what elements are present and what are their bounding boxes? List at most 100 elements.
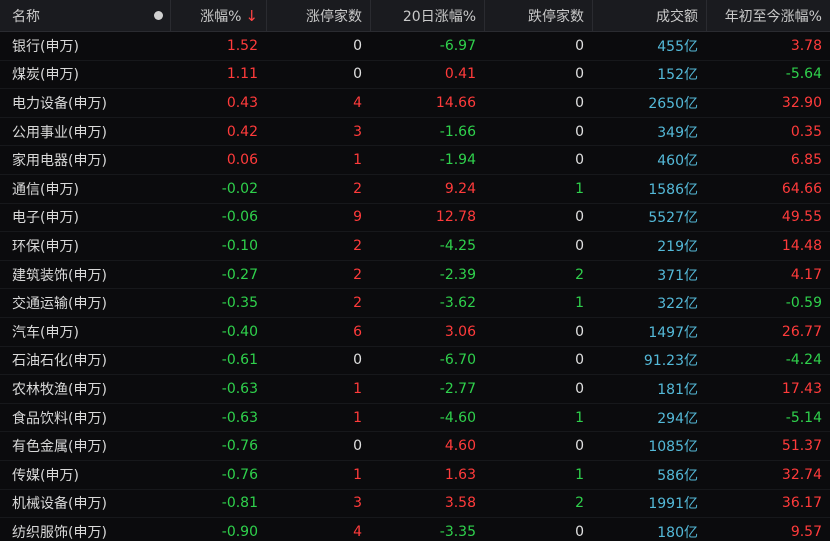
ytd-change: -4.24 [785, 352, 822, 369]
ytd-change: 32.90 [781, 94, 822, 111]
table-row[interactable]: 纺织服饰(申万) -0.90 4 -3.35 0 180亿 9.57 [0, 518, 830, 541]
limit-down-count: 0 [575, 237, 584, 254]
change-pct: -0.27 [221, 266, 258, 283]
table-row[interactable]: 家用电器(申万) 0.06 1 -1.94 0 460亿 6.85 [0, 146, 830, 175]
table-row[interactable]: 通信(申万) -0.02 2 9.24 1 1586亿 64.66 [0, 175, 830, 204]
change-20d: -6.97 [439, 37, 476, 54]
table-row[interactable]: 环保(申万) -0.10 2 -4.25 0 219亿 14.48 [0, 232, 830, 261]
industry-name: 机械设备(申万) [12, 496, 107, 513]
table-row[interactable]: 建筑装饰(申万) -0.27 2 -2.39 2 371亿 4.17 [0, 261, 830, 290]
limit-up-count: 1 [353, 152, 362, 169]
ytd-change: 36.17 [781, 495, 822, 512]
ytd-change: 51.37 [781, 438, 822, 455]
limit-down-count: 0 [575, 152, 584, 169]
limit-up-count: 1 [353, 466, 362, 483]
column-header-limit-up[interactable]: 涨停家数 [266, 0, 370, 31]
volume: 180亿 [657, 524, 698, 541]
change-pct: -0.35 [221, 295, 258, 312]
column-header-change-pct[interactable]: 涨幅% ↓ [170, 0, 266, 31]
industry-name: 环保(申万) [12, 238, 79, 255]
table-row[interactable]: 传媒(申万) -0.76 1 1.63 1 586亿 32.74 [0, 461, 830, 490]
change-pct: 0.06 [226, 152, 258, 169]
column-header-volume[interactable]: 成交额 [592, 0, 706, 31]
limit-down-count: 0 [575, 94, 584, 111]
industry-name: 食品饮料(申万) [12, 410, 107, 427]
table-row[interactable]: 石油石化(申万) -0.61 0 -6.70 0 91.23亿 -4.24 [0, 347, 830, 376]
column-header-name[interactable]: 名称 [12, 8, 40, 25]
ytd-change: 49.55 [781, 209, 822, 226]
volume: 586亿 [657, 467, 698, 484]
volume: 455亿 [657, 38, 698, 55]
industry-name: 交通运输(申万) [12, 296, 107, 313]
ytd-change: 14.48 [781, 237, 822, 254]
industry-name: 电力设备(申万) [12, 95, 107, 112]
table-row[interactable]: 电子(申万) -0.06 9 12.78 0 5527亿 49.55 [0, 204, 830, 233]
limit-down-count: 1 [575, 180, 584, 197]
change-pct: -0.76 [221, 438, 258, 455]
column-header-dot[interactable] [146, 0, 170, 31]
limit-up-count: 0 [353, 438, 362, 455]
table-row[interactable]: 农林牧渔(申万) -0.63 1 -2.77 0 181亿 17.43 [0, 375, 830, 404]
limit-up-count: 0 [353, 352, 362, 369]
dot-icon [153, 11, 163, 20]
table-row[interactable]: 有色金属(申万) -0.76 0 4.60 0 1085亿 51.37 [0, 432, 830, 461]
limit-down-count: 0 [575, 438, 584, 455]
industry-name: 建筑装饰(申万) [12, 267, 107, 284]
volume: 322亿 [657, 296, 698, 313]
change-pct: -0.06 [221, 209, 258, 226]
limit-up-count: 4 [353, 523, 362, 540]
table-row[interactable]: 汽车(申万) -0.40 6 3.06 0 1497亿 26.77 [0, 318, 830, 347]
limit-up-count: 1 [353, 380, 362, 397]
limit-down-count: 2 [575, 495, 584, 512]
limit-down-count: 2 [575, 266, 584, 283]
table-row[interactable]: 交通运输(申万) -0.35 2 -3.62 1 322亿 -0.59 [0, 289, 830, 318]
table-row[interactable]: 银行(申万) 1.52 0 -6.97 0 455亿 3.78 [0, 32, 830, 61]
limit-up-count: 0 [353, 66, 362, 83]
industry-name: 汽车(申万) [12, 324, 79, 341]
ytd-change: 64.66 [781, 180, 822, 197]
change-20d: 3.58 [444, 495, 476, 512]
change-pct: -0.40 [221, 323, 258, 340]
limit-up-count: 3 [353, 123, 362, 140]
ytd-change: 9.57 [790, 523, 822, 540]
table-row[interactable]: 食品饮料(申万) -0.63 1 -4.60 1 294亿 -5.14 [0, 404, 830, 433]
table-row[interactable]: 公用事业(申万) 0.42 3 -1.66 0 349亿 0.35 [0, 118, 830, 147]
limit-down-count: 0 [575, 66, 584, 83]
limit-up-count: 4 [353, 94, 362, 111]
change-pct: -0.63 [221, 409, 258, 426]
ytd-change: 3.78 [790, 37, 822, 54]
limit-down-count: 0 [575, 352, 584, 369]
change-20d: -1.66 [439, 123, 476, 140]
industry-name: 农林牧渔(申万) [12, 381, 107, 398]
table-row[interactable]: 煤炭(申万) 1.11 0 0.41 0 152亿 -5.64 [0, 61, 830, 90]
ytd-change: 6.85 [790, 152, 822, 169]
change-pct: -0.81 [221, 495, 258, 512]
table-row[interactable]: 电力设备(申万) 0.43 4 14.66 0 2650亿 32.90 [0, 89, 830, 118]
industry-name: 有色金属(申万) [12, 439, 107, 456]
change-20d: 0.41 [444, 66, 476, 83]
volume: 5527亿 [648, 210, 698, 227]
limit-up-count: 2 [353, 237, 362, 254]
limit-down-count: 1 [575, 466, 584, 483]
limit-down-count: 1 [575, 409, 584, 426]
industry-name: 传媒(申万) [12, 467, 79, 484]
volume: 349亿 [657, 124, 698, 141]
limit-down-count: 0 [575, 209, 584, 226]
sort-descending-icon: ↓ [245, 6, 258, 25]
change-20d: -1.94 [439, 152, 476, 169]
change-20d: 3.06 [444, 323, 476, 340]
limit-up-count: 0 [353, 37, 362, 54]
volume: 219亿 [657, 238, 698, 255]
change-pct: -0.63 [221, 380, 258, 397]
change-pct: -0.02 [221, 180, 258, 197]
change-20d: -2.39 [439, 266, 476, 283]
change-pct: 1.52 [226, 37, 258, 54]
volume: 1586亿 [648, 181, 698, 198]
volume: 181亿 [657, 381, 698, 398]
change-pct: -0.10 [221, 237, 258, 254]
column-header-ytd-change[interactable]: 年初至今涨幅% [706, 0, 830, 31]
column-header-limit-down[interactable]: 跌停家数 [484, 0, 592, 31]
table-row[interactable]: 机械设备(申万) -0.81 3 3.58 2 1991亿 36.17 [0, 490, 830, 519]
change-20d: -6.70 [439, 352, 476, 369]
column-header-20d-change[interactable]: 20日涨幅% [370, 0, 484, 31]
